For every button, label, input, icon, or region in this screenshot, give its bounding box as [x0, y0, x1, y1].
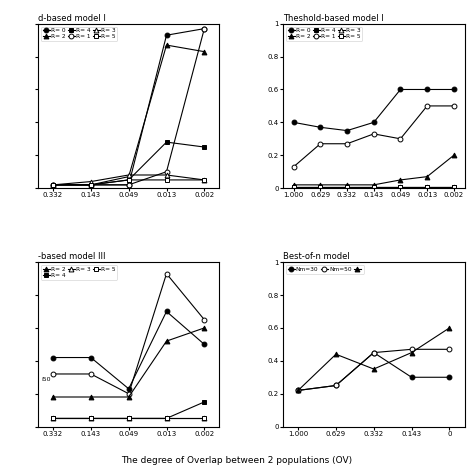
Text: i50: i50 — [42, 377, 51, 382]
Text: The degree of Overlap between 2 populations (OV): The degree of Overlap between 2 populati… — [121, 456, 353, 465]
Legend: Nm=30, Nm=50, : Nm=30, Nm=50, — [286, 265, 364, 273]
Legend: R= 0, R= 2, R= 4, R= 1, R= 3, R= 5: R= 0, R= 2, R= 4, R= 1, R= 3, R= 5 — [41, 27, 118, 41]
Text: -based model III: -based model III — [38, 252, 105, 261]
Legend: R= 2, R= 4, R= 3, R= 5: R= 2, R= 4, R= 3, R= 5 — [41, 265, 118, 280]
Text: Best-of-n model: Best-of-n model — [283, 252, 350, 261]
Text: Theshold-based model I: Theshold-based model I — [283, 14, 384, 23]
Text: d-based model I: d-based model I — [38, 14, 106, 23]
Legend: R= 0, R= 2, R= 4, R= 1, R= 3, R= 5: R= 0, R= 2, R= 4, R= 1, R= 3, R= 5 — [286, 27, 363, 41]
